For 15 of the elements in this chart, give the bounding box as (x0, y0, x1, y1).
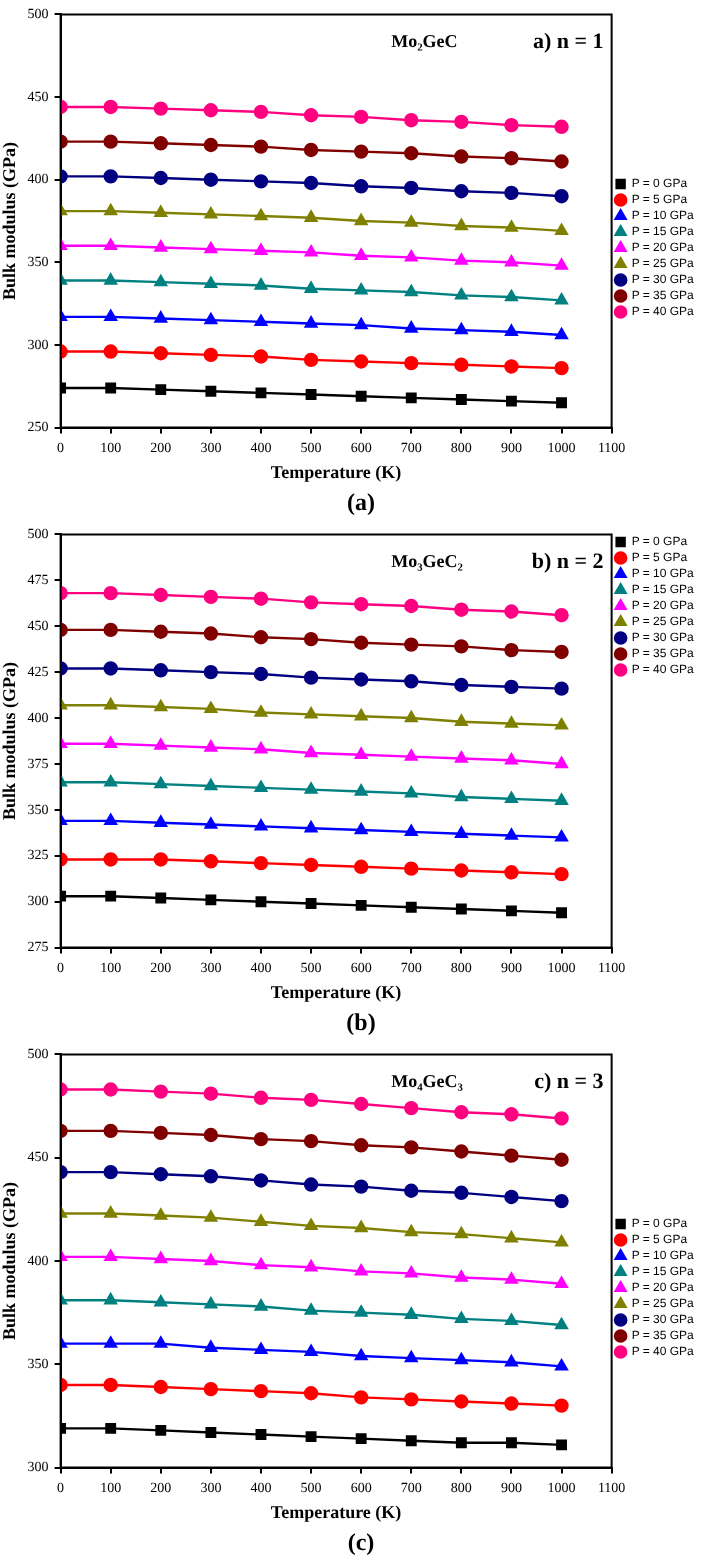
annotation: Mo₃GeC₂ (391, 551, 464, 572)
text: (b) (344, 1006, 378, 1040)
annotation: Mo₂GeC (391, 31, 458, 52)
annotation: c) n = 3 (534, 1070, 605, 1095)
x-axis-title: Temperature (K) (270, 1501, 402, 1522)
text: (c) (345, 1526, 377, 1560)
annotation: Mo₄GeC₃ (391, 1071, 464, 1092)
x-axis-title: Temperature (K) (270, 981, 402, 1002)
y-axis-title: Bulk modulus (GPa) (0, 661, 20, 821)
x-axis-title: Temperature (K) (270, 461, 402, 482)
annotation: b) n = 2 (531, 550, 605, 575)
annotation: a) n = 1 (533, 30, 604, 55)
text: (a) (345, 486, 377, 520)
y-axis-title: Bulk modulus (GPa) (0, 141, 20, 301)
y-axis-title: Bulk modulus (GPa) (0, 1181, 20, 1341)
